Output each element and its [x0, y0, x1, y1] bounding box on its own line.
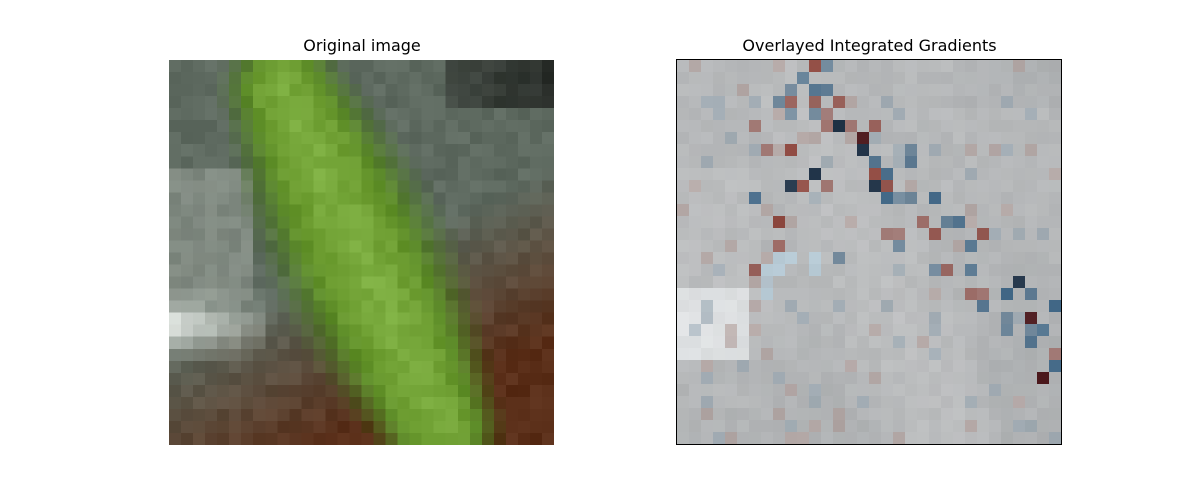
- integrated-gradients-title: Overlayed Integrated Gradients: [742, 36, 997, 55]
- original-image-title: Original image: [303, 36, 421, 55]
- original-image-canvas: [169, 60, 554, 445]
- original-image: [169, 60, 554, 445]
- integrated-gradients-canvas: [677, 60, 1061, 444]
- integrated-gradients-overlay: [676, 59, 1062, 445]
